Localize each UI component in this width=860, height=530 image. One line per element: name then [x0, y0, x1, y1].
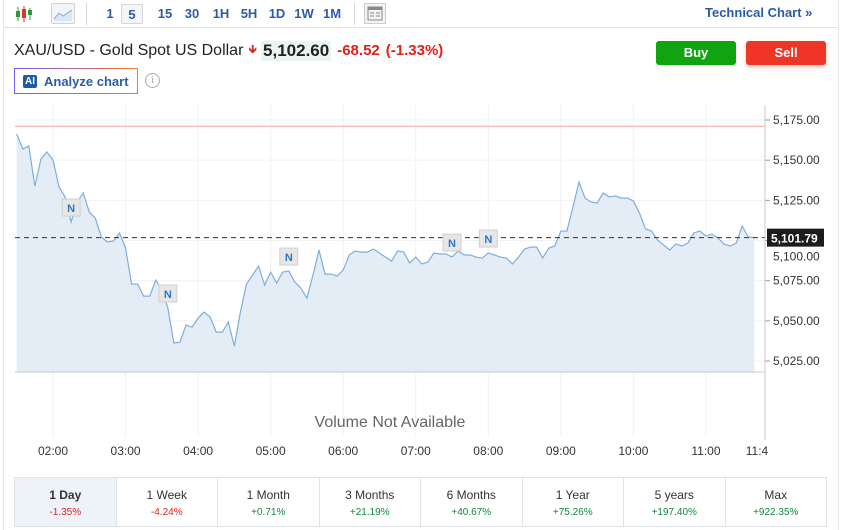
news-marker-label: N	[448, 238, 456, 250]
y-tick-label: 5,050.00	[773, 314, 820, 328]
price-area	[16, 133, 755, 372]
widget-frame	[3, 0, 839, 530]
news-marker-label: N	[285, 252, 293, 264]
period-change: -4.24%	[150, 507, 183, 518]
period-tab[interactable]: 1 Month +0.71%	[218, 478, 320, 526]
last-price: 5,102.60	[261, 40, 332, 61]
period-change: +75.26%	[552, 507, 593, 518]
x-tick-label: 10:00	[618, 444, 648, 458]
y-tick-label: 5,125.00	[773, 193, 820, 207]
period-label: 3 Months	[345, 488, 395, 502]
x-tick-label: 03:00	[111, 444, 141, 458]
price-chart[interactable]: 5,175.00 5,150.00 5,125.00 5,100.00 5,075.00…	[0, 0, 860, 470]
price-line	[16, 133, 755, 347]
period-tab[interactable]: 3 Months +21.19%	[320, 478, 421, 526]
instrument-title: XAU/USD - Gold Spot US Dollar	[14, 41, 244, 59]
performance-periods: 1 Day -1.35% 1 Week -4.24% 1 Month +0.71% 3 Mo…	[14, 477, 827, 527]
interval-1[interactable]: 1	[106, 6, 114, 21]
news-marker[interactable]: N	[442, 233, 462, 252]
period-change: +0.71%	[251, 507, 286, 518]
news-marker-label: N	[484, 234, 492, 246]
news-marker-box	[279, 247, 299, 266]
interval-1m[interactable]: 1M	[322, 6, 342, 21]
period-change: +922.35%	[753, 507, 799, 518]
interval-5[interactable]: 5	[121, 4, 143, 24]
period-tab[interactable]: Max +922.35%	[726, 478, 827, 526]
news-marker-box	[61, 198, 81, 217]
chart-toolbar: 1 5 15 30 1H 5H 1D 1W 1M Technical Chart »	[4, 0, 838, 28]
period-change: +21.19%	[349, 507, 390, 518]
interval-1h[interactable]: 1H	[212, 6, 230, 21]
interval-1w[interactable]: 1W	[294, 6, 314, 21]
interval-15[interactable]: 15	[157, 6, 173, 21]
period-label: 1 Month	[246, 488, 290, 502]
technical-chart-link[interactable]: Technical Chart »	[705, 5, 813, 20]
period-change: +40.67%	[451, 507, 492, 518]
news-marker-box	[158, 284, 178, 303]
period-change: -1.35%	[49, 507, 82, 518]
x-tick-label: 06:00	[328, 444, 358, 458]
x-tick-label: 07:00	[401, 444, 431, 458]
period-tab[interactable]: 6 Months +40.67%	[421, 478, 523, 526]
divider	[86, 3, 87, 25]
news-marker-label: N	[67, 203, 75, 215]
period-label: 6 Months	[446, 488, 496, 502]
period-label: Max	[764, 488, 788, 502]
period-tab[interactable]: 1 Year +75.26%	[523, 478, 624, 526]
interval-30[interactable]: 30	[184, 6, 200, 21]
news-marker[interactable]: N	[158, 284, 178, 303]
buy-button[interactable]: Buy	[656, 41, 736, 65]
divider	[354, 3, 355, 25]
ai-icon: AI	[23, 74, 37, 88]
x-tick-label: 11:4	[746, 444, 769, 458]
period-tab[interactable]: 1 Week -4.24%	[117, 478, 218, 526]
y-tick-label: 5,150.00	[773, 153, 820, 167]
interval-1d[interactable]: 1D	[268, 6, 286, 21]
y-tick-label: 5,025.00	[773, 354, 820, 368]
x-tick-label: 04:00	[183, 444, 213, 458]
volume-not-available: Volume Not Available	[315, 414, 466, 431]
price-change-percent: (-1.33%)	[385, 42, 444, 59]
period-tab[interactable]: 5 years +197.40%	[624, 478, 726, 526]
current-price-tag	[767, 228, 824, 247]
y-tick-label: 5,175.00	[773, 113, 820, 127]
y-tick-label: 5,100.00	[773, 250, 820, 264]
x-tick-label: 09:00	[546, 444, 576, 458]
news-marker[interactable]: N	[478, 229, 498, 248]
period-label: 5 years	[654, 488, 694, 502]
news-marker-label: N	[164, 289, 172, 301]
analyze-chart-button[interactable]: AI Analyze chart	[14, 68, 138, 94]
period-label: 1 Year	[555, 488, 590, 502]
period-change: +197.40%	[651, 507, 697, 518]
y-tick-label: 5,075.00	[773, 274, 820, 288]
news-marker-box	[478, 229, 498, 248]
info-icon[interactable]: i	[145, 73, 160, 88]
x-tick-label: 02:00	[38, 444, 68, 458]
period-tab[interactable]: 1 Day -1.35%	[15, 478, 117, 526]
x-tick-label: 08:00	[473, 444, 503, 458]
layout-icon[interactable]	[364, 3, 386, 24]
area-chart-icon[interactable]	[51, 3, 75, 24]
instrument-header: XAU/USD - Gold Spot US Dollar 🡻 5,102.60…	[14, 40, 443, 61]
news-marker-box	[442, 233, 462, 252]
x-tick-label: 05:00	[256, 444, 286, 458]
price-change: -68.52	[337, 42, 380, 59]
current-price-label: 5,101.79	[771, 232, 818, 246]
sell-button[interactable]: Sell	[746, 41, 826, 65]
candlestick-icon[interactable]	[14, 5, 34, 23]
news-marker[interactable]: N	[279, 247, 299, 266]
period-label: 1 Week	[146, 488, 187, 502]
arrow-down-icon: 🡻	[248, 42, 258, 56]
period-label: 1 Day	[49, 488, 82, 502]
interval-5h[interactable]: 5H	[240, 6, 258, 21]
news-marker[interactable]: N	[61, 198, 81, 217]
analyze-chart-label: Analyze chart	[44, 73, 129, 89]
x-tick-label: 11:00	[691, 444, 720, 458]
